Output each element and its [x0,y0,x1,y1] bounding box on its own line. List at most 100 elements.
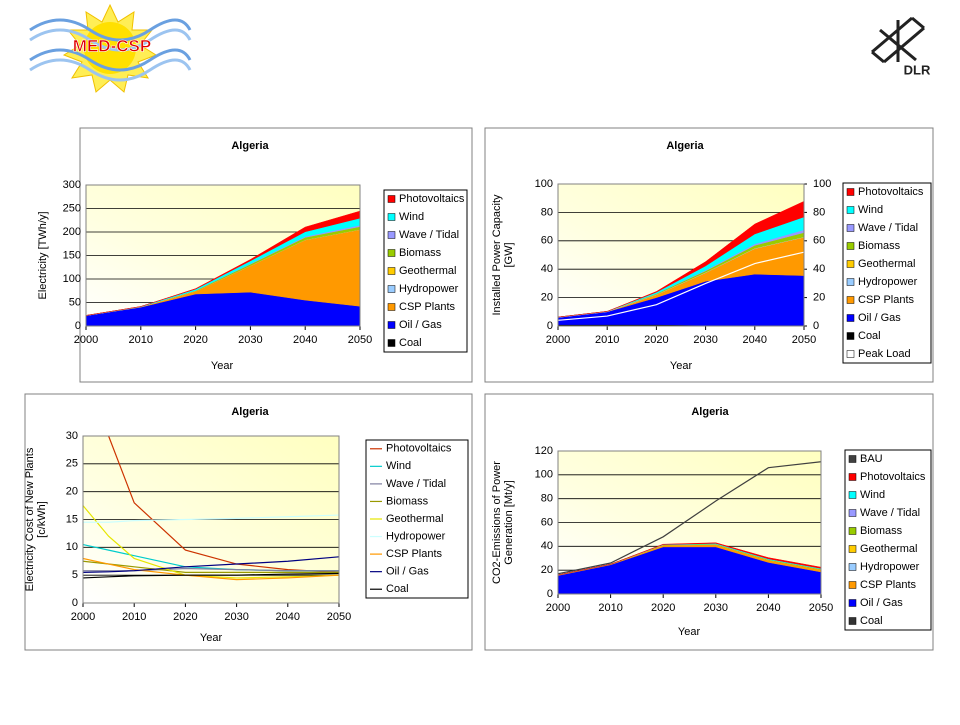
legend-label: Hydropower [860,561,920,573]
y-axis-label: CO2-Emissions of Power [491,461,503,584]
y2-tick-label: 40 [813,263,825,275]
legend-swatch [846,278,855,286]
y2-tick-label: 60 [813,235,825,247]
legend-swatch [387,249,396,257]
legend-label: Oil / Gas [399,319,442,331]
y-tick-label: 120 [535,445,553,457]
legend-label: Wind [386,460,411,472]
legend-label: Photovoltaics [386,443,452,455]
y-tick-label: 250 [63,202,81,214]
x-tick-label: 2040 [293,334,317,346]
chart: Algeria 0 50 100 150 200 250 300 2000 2010 2020 203… [37,127,473,383]
legend-swatch [848,545,857,553]
line-series [83,556,339,573]
plot-border [85,184,361,327]
y-tick-label: 150 [63,249,81,261]
legend-label: Hydropower [858,276,918,288]
y-tick-label: 100 [63,273,81,285]
area-series [558,201,804,318]
chart-title: Algeria [666,140,704,152]
y2-tick-label: 20 [813,292,825,304]
y2-tick-label: 0 [813,320,819,332]
x-tick-label: 2000 [71,611,95,623]
legend-label: Peak Load [858,348,911,360]
y-tick-label: 100 [535,469,553,481]
y-axis-label: [c/kWh] [36,501,48,538]
legend-label: CSP Plants [860,579,917,591]
line-series [558,461,821,575]
x-tick-label: 2030 [704,602,728,614]
legend-label: Hydropower [386,530,446,542]
y-tick-label: 300 [63,179,81,191]
legend-swatch [846,206,855,214]
plot-marks [83,436,339,581]
legend-label: Coal [399,337,422,349]
chart-title: Algeria [231,140,269,152]
y-tick-label: 0 [547,320,553,332]
legend-label: Geothermal [860,543,917,555]
legend-label: CSP Plants [386,548,443,560]
legend-label: Wave / Tidal [399,229,459,241]
y2-tick-label: 80 [813,206,825,218]
legend-swatch [848,599,857,607]
legend-swatch [848,617,857,625]
legend-label: Biomass [399,247,442,259]
legend-label: Oil / Gas [858,312,901,324]
legend [842,182,932,364]
legend-label: Photovoltaics [858,186,924,198]
legend-label: CSP Plants [399,301,456,313]
chart-title: Algeria [691,406,729,418]
logo-text: DLR [904,62,931,77]
legend-swatch [846,314,855,322]
line-series [83,514,339,523]
legend-label: Coal [386,583,409,595]
y-tick-label: 80 [541,206,553,218]
legend-swatch [387,303,396,311]
legend-label: Wave / Tidal [860,507,920,519]
x-tick-label: 2050 [327,611,351,623]
legend-label: Biomass [860,525,903,537]
legend-swatch [846,260,855,268]
legend [844,449,932,631]
y-axis-label: Electricity Cost of New Plants [24,447,36,591]
y-tick-label: 25 [66,458,78,470]
legend-label: CSP Plants [858,294,915,306]
legend-swatch [848,527,857,535]
area-series [86,210,360,316]
legend-swatch [846,332,855,340]
y-tick-label: 40 [541,540,553,552]
legend-label: Geothermal [386,513,443,525]
x-tick-label: 2020 [651,602,675,614]
legend-swatch [848,563,857,571]
plot-border [557,450,822,595]
y-tick-label: 40 [541,263,553,275]
legend-swatch [387,195,396,203]
x-tick-label: 2040 [756,602,780,614]
y-axis-label: [GW] [503,242,515,267]
y-tick-label: 80 [541,493,553,505]
line-series [83,567,339,572]
chart: Algeria 0 5 10 15 20 25 30 2000 2010 2020 2030 2040 2… [24,393,473,651]
area-series [558,542,821,576]
y-tick-label: 20 [66,486,78,498]
x-tick-label: 2010 [598,602,622,614]
y-axis-label: Installed Power Capacity [491,194,503,316]
x-tick-label: 2000 [546,334,570,346]
y-tick-label: 15 [66,513,78,525]
legend-label: BAU [860,453,883,465]
legend-swatch [387,339,396,347]
line-series [107,436,339,573]
x-tick-label: 2000 [546,602,570,614]
x-tick-label: 2020 [183,334,207,346]
legend-label: Hydropower [399,283,459,295]
y-tick-label: 20 [541,292,553,304]
plot-border [557,183,805,327]
legend-label: Photovoltaics [860,471,926,483]
legend-label: Photovoltaics [399,193,465,205]
y-axis-label: Generation [Mt/y] [503,480,515,564]
legend-swatch [846,296,855,304]
y2-tick-label: 100 [813,178,831,190]
legend-swatch [846,188,855,196]
